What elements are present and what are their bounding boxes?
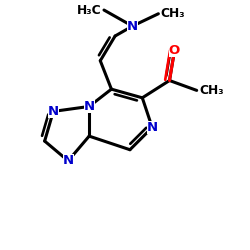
Text: O: O xyxy=(169,44,180,57)
Text: N: N xyxy=(62,154,74,167)
Text: N: N xyxy=(147,121,158,134)
Text: H₃C: H₃C xyxy=(77,4,102,16)
Text: CH₃: CH₃ xyxy=(161,7,186,20)
Text: N: N xyxy=(127,20,138,32)
Text: H: H xyxy=(91,4,102,16)
Text: N: N xyxy=(48,105,59,118)
Text: N: N xyxy=(84,100,95,113)
Text: CH₃: CH₃ xyxy=(199,84,224,97)
